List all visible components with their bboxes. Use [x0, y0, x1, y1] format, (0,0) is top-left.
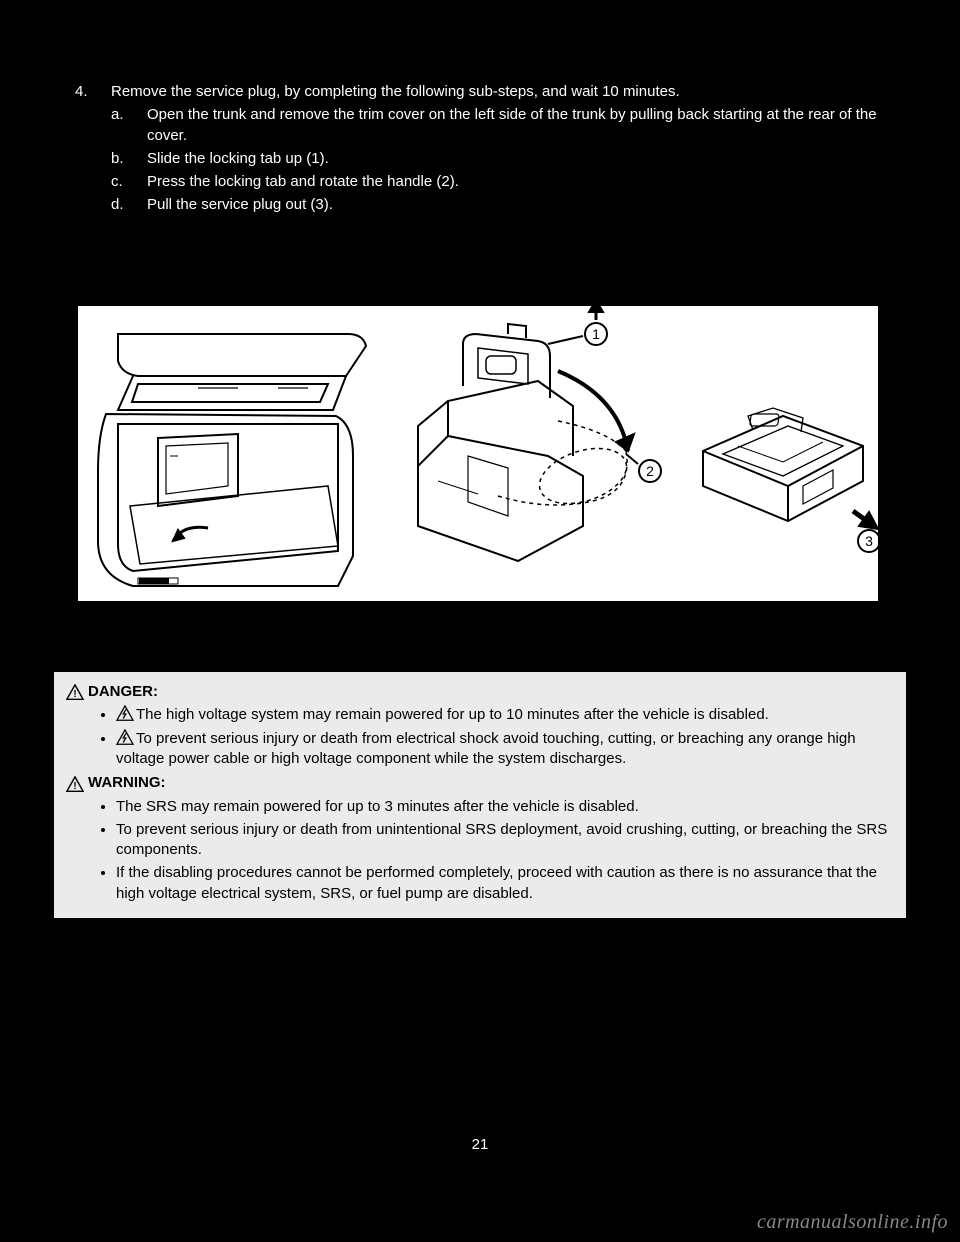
danger-item-1-text: The high voltage system may remain power… [136, 706, 769, 723]
alert-box: ! DANGER: The high voltage system may re… [52, 670, 908, 920]
danger-item-2: To prevent serious injury or death from … [116, 729, 894, 770]
substep-c-text: Press the locking tab and rotate the han… [147, 173, 459, 190]
substep-d: d. Pull the service plug out (3). [111, 195, 885, 215]
substep-a-label: a. [111, 105, 124, 125]
danger-title: DANGER: [88, 682, 158, 702]
step-instructions: 4. Remove the service plug, by completin… [75, 82, 885, 219]
watermark: carmanualsonline.info [757, 1211, 948, 1234]
danger-item-2-text: To prevent serious injury or death from … [116, 730, 856, 767]
svg-text:3: 3 [865, 533, 873, 549]
warning-header: ! WARNING: [66, 773, 894, 793]
danger-item-1: The high voltage system may remain power… [116, 705, 894, 725]
substep-b-label: b. [111, 149, 124, 169]
danger-list: The high voltage system may remain power… [66, 705, 894, 769]
warning-item-1: The SRS may remain powered for up to 3 m… [116, 797, 894, 817]
warning-item-3: If the disabling procedures cannot be pe… [116, 863, 894, 904]
substep-c: c. Press the locking tab and rotate the … [111, 172, 885, 192]
service-plug-figure: 1 2 [78, 306, 878, 601]
svg-text:1: 1 [592, 326, 600, 342]
substep-a: a. Open the trunk and remove the trim co… [111, 105, 885, 146]
step-intro: Remove the service plug, by completing t… [111, 83, 680, 100]
shock-icon [116, 705, 134, 721]
warning-title: WARNING: [88, 773, 166, 793]
substep-d-text: Pull the service plug out (3). [147, 196, 333, 213]
danger-triangle-icon: ! [66, 684, 84, 700]
page-number: 21 [0, 1136, 960, 1153]
substep-d-label: d. [111, 195, 124, 215]
svg-text:!: ! [73, 781, 76, 792]
warning-triangle-icon: ! [66, 776, 84, 792]
substep-a-text: Open the trunk and remove the trim cover… [147, 106, 877, 143]
substep-b-text: Slide the locking tab up (1). [147, 150, 329, 167]
danger-header: ! DANGER: [66, 682, 894, 702]
step-num: 4. [75, 82, 88, 102]
substep-c-label: c. [111, 172, 123, 192]
svg-text:!: ! [73, 689, 76, 700]
shock-icon [116, 729, 134, 745]
warning-item-2: To prevent serious injury or death from … [116, 820, 894, 861]
step-4: 4. Remove the service plug, by completin… [75, 82, 885, 216]
substep-b: b. Slide the locking tab up (1). [111, 149, 885, 169]
warning-list: The SRS may remain powered for up to 3 m… [66, 797, 894, 904]
svg-text:2: 2 [646, 463, 654, 479]
